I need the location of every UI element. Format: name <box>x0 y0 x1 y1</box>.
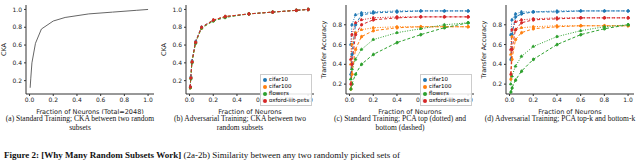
svg-text:1.0: 1.0 <box>623 96 632 103</box>
svg-text:0.4: 0.4 <box>232 96 242 103</box>
svg-text:0.6: 0.6 <box>492 41 502 48</box>
html-text:(b) Adversarial Training; CKA: (b) Adversarial Training; CKA between tw… <box>174 114 306 132</box>
html-text:cifar10: cifar10 <box>269 76 289 82</box>
svg-text:Transfer Accuracy: Transfer Accuracy <box>320 20 328 79</box>
svg-text:0.6: 0.6 <box>96 96 106 103</box>
html-text:flowers: flowers <box>269 90 289 96</box>
svg-text:0.2: 0.2 <box>492 80 502 87</box>
html-text:(c) Standard Training; PCA top: (c) Standard Training; PCA top (dotted) … <box>334 114 466 132</box>
svg-text:1.0: 1.0 <box>172 6 182 13</box>
svg-text:0.6: 0.6 <box>172 41 182 48</box>
svg-text:0.8: 0.8 <box>600 96 610 103</box>
svg-text:0.4: 0.4 <box>552 96 562 103</box>
svg-text:0.8: 0.8 <box>120 96 130 103</box>
html-text:Figure 2: [Why Many Random Sub: Figure 2: [Why Many Random Subsets Work]… <box>4 150 400 160</box>
svg-text:0.2: 0.2 <box>172 77 182 84</box>
svg-text:Fraction of Neurons (Total=204: Fraction of Neurons (Total=2048) <box>36 108 144 114</box>
svg-text:0.6: 0.6 <box>12 41 22 48</box>
svg-text:0.4: 0.4 <box>332 60 342 67</box>
svg-text:0.4: 0.4 <box>12 59 22 66</box>
svg-text:1.0: 1.0 <box>143 96 153 103</box>
svg-text:CKA: CKA <box>160 42 168 56</box>
svg-text:0.6: 0.6 <box>332 41 342 48</box>
svg-text:0.6: 0.6 <box>576 96 586 103</box>
svg-text:0.8: 0.8 <box>492 21 502 28</box>
html-text:(a) Standard Training; CKA bet: (a) Standard Training; CKA between two r… <box>5 114 155 132</box>
html-text:cifar100: cifar100 <box>429 83 452 89</box>
html-text:oxford-iiit-pets: oxford-iiit-pets <box>429 97 469 103</box>
html-text:flowers: flowers <box>429 90 449 96</box>
svg-text:0.4: 0.4 <box>392 96 402 103</box>
svg-text:0.4: 0.4 <box>72 96 82 103</box>
svg-text:Transfer Accuracy: Transfer Accuracy <box>480 20 488 79</box>
svg-text:Fraction of Neurons: Fraction of Neurons <box>218 108 282 114</box>
svg-text:0.0: 0.0 <box>25 96 35 103</box>
svg-text:0.2: 0.2 <box>528 96 538 103</box>
html-text:cifar10: cifar10 <box>429 76 449 82</box>
svg-text:0.2: 0.2 <box>48 96 58 103</box>
svg-text:1.0: 1.0 <box>12 6 22 13</box>
svg-text:0.4: 0.4 <box>172 59 182 66</box>
svg-text:0.0: 0.0 <box>345 96 355 103</box>
svg-text:0.2: 0.2 <box>332 80 342 87</box>
svg-text:CKA: CKA <box>8 42 9 56</box>
html-text:(d) Adversarial Training; PCA: (d) Adversarial Training; PCA top-k and … <box>484 114 636 123</box>
svg-text:Fraction of Neurons: Fraction of Neurons <box>378 108 442 114</box>
html-text:oxford-iiit-pets: oxford-iiit-pets <box>269 97 309 103</box>
svg-text:Fraction of Neurons: Fraction of Neurons <box>538 108 602 114</box>
svg-text:0.2: 0.2 <box>208 96 218 103</box>
svg-text:0.0: 0.0 <box>505 96 515 103</box>
svg-text:0.4: 0.4 <box>492 60 502 67</box>
svg-text:0.8: 0.8 <box>332 21 342 28</box>
svg-text:0.0: 0.0 <box>185 96 195 103</box>
svg-text:0.8: 0.8 <box>12 23 22 30</box>
svg-text:0.8: 0.8 <box>172 23 182 30</box>
svg-text:0.2: 0.2 <box>12 77 22 84</box>
html-text:cifar100: cifar100 <box>269 83 292 89</box>
svg-text:0.2: 0.2 <box>368 96 378 103</box>
